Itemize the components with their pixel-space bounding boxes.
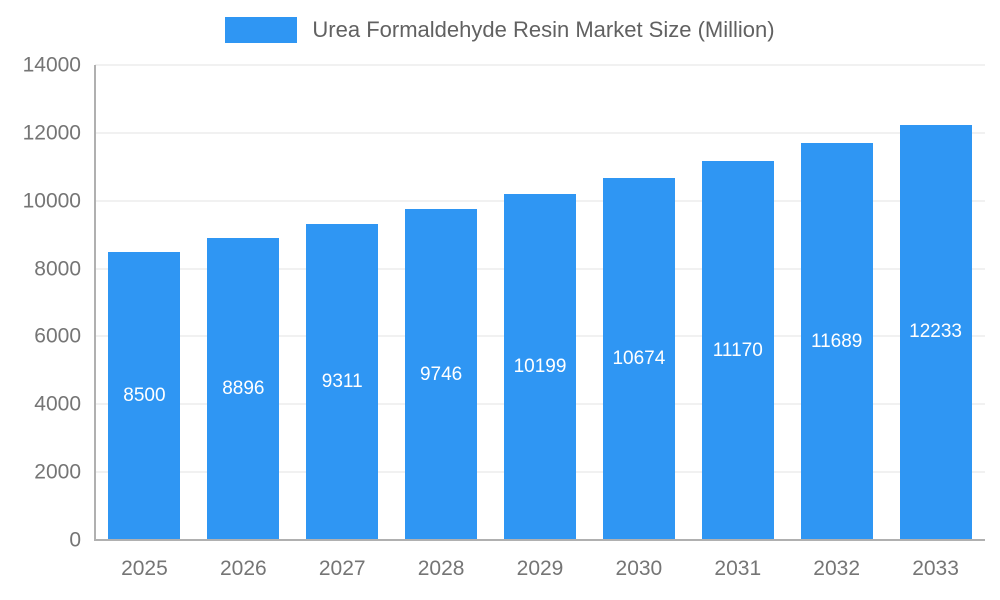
bar-value-label: 9311 xyxy=(321,371,363,393)
bar: 10674 xyxy=(602,177,675,540)
y-tick-label: 6000 xyxy=(34,324,81,348)
bar: 11170 xyxy=(701,161,774,540)
bar-value-label: 9746 xyxy=(419,363,463,385)
bar-value-label: 12233 xyxy=(909,321,962,343)
bar: 8896 xyxy=(207,238,280,540)
y-tick-label: 0 xyxy=(69,528,81,552)
y-axis-line xyxy=(94,65,96,540)
bar-value-label: 10199 xyxy=(513,355,567,377)
y-tick-label: 10000 xyxy=(22,189,81,213)
bar-value-label: 11170 xyxy=(712,339,763,361)
bar: 9746 xyxy=(405,209,478,540)
x-tick-label: 2033 xyxy=(912,557,959,580)
y-tick-label: 4000 xyxy=(34,392,81,416)
x-tick-label: 2032 xyxy=(813,557,861,580)
gridline xyxy=(95,64,985,66)
y-tick-label: 14000 xyxy=(22,53,81,77)
x-tick-label: 2030 xyxy=(615,557,663,580)
bar: 11689 xyxy=(800,143,873,540)
chart-legend: Urea Formaldehyde Resin Market Size (Mil… xyxy=(0,17,1000,43)
bar: 9311 xyxy=(306,224,379,540)
bar-value-label: 10674 xyxy=(612,347,666,369)
legend-swatch xyxy=(225,17,298,43)
y-tick-label: 12000 xyxy=(22,121,81,145)
gridline xyxy=(95,132,985,134)
bar: 10199 xyxy=(504,193,576,540)
x-tick-label: 2031 xyxy=(714,557,762,580)
bar-value-label: 8896 xyxy=(222,378,265,400)
bar: 12233 xyxy=(899,124,972,540)
x-tick-label: 2028 xyxy=(417,557,465,580)
x-axis-line xyxy=(94,539,985,541)
chart-title: Urea Formaldehyde Resin Market Size (Mil… xyxy=(312,17,775,42)
y-tick-label: 8000 xyxy=(34,257,81,281)
x-tick-label: 2026 xyxy=(219,557,267,580)
bar-value-label: 8500 xyxy=(123,384,166,406)
x-tick-label: 2025 xyxy=(121,557,168,580)
x-tick-label: 2029 xyxy=(516,557,564,580)
plot-area: 0 2000 4000 6000 8000 10000 12000 14000 8500 889… xyxy=(23,55,985,579)
bar-value-label: 11689 xyxy=(810,330,863,352)
x-tick-label: 2027 xyxy=(318,557,366,580)
bar: 8500 xyxy=(108,251,181,540)
y-tick-label: 2000 xyxy=(34,460,81,484)
